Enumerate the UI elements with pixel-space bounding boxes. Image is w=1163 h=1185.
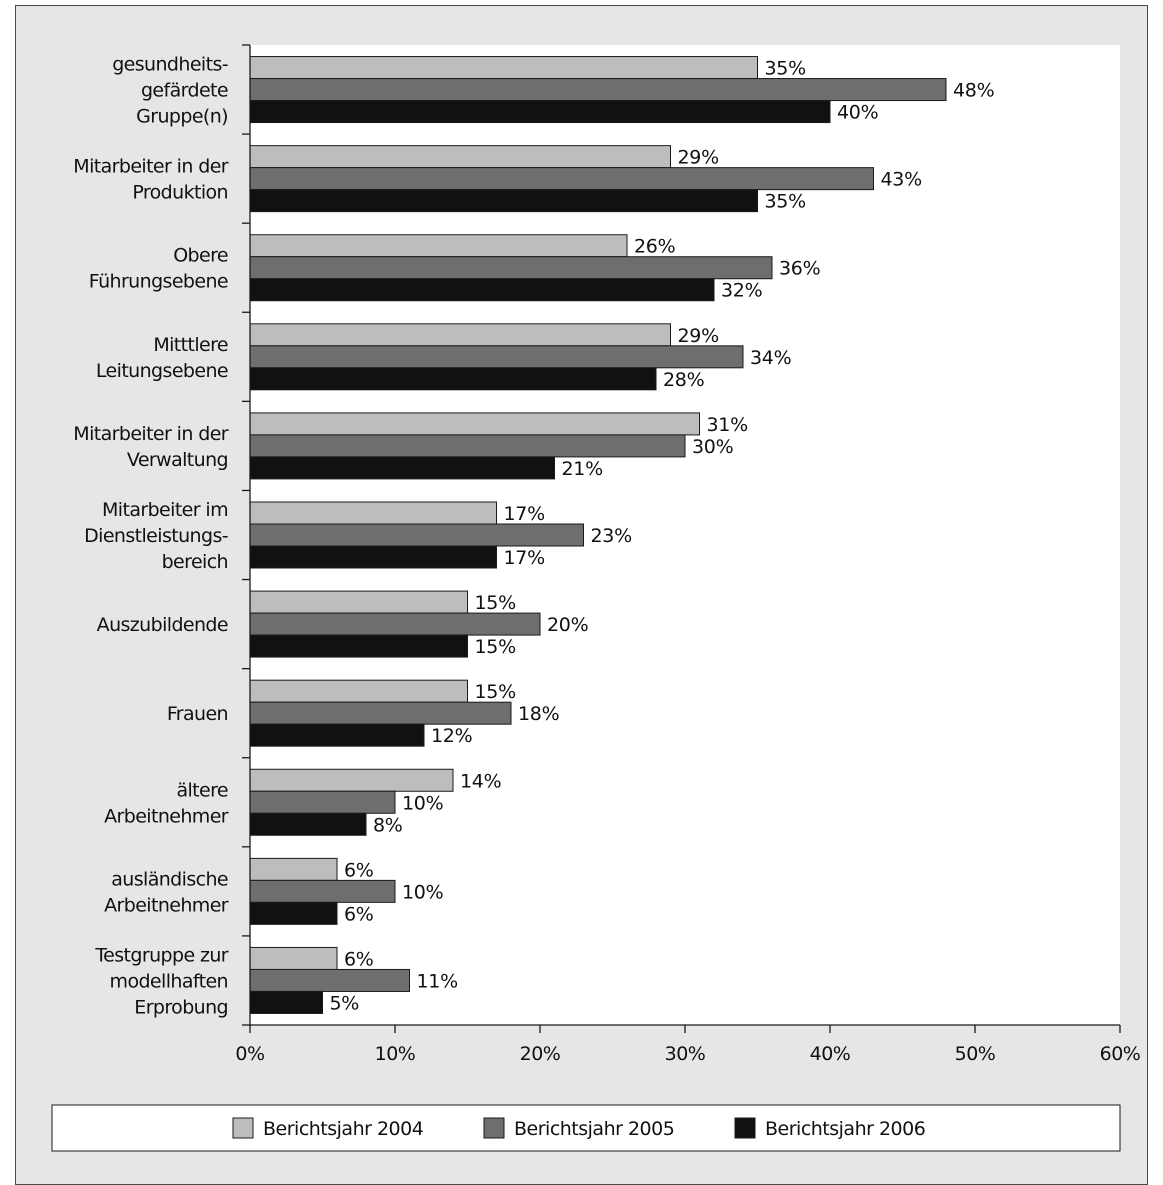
bar-1-7 (249, 590, 468, 614)
data-label-2-11: 11% (417, 970, 458, 992)
category-label-1: gesundheits-gefärdete Gruppe(n) (112, 54, 228, 128)
data-label-1-8: 15% (475, 681, 516, 703)
bar-1-9 (249, 768, 454, 792)
legend-label-2: Berichtsjahr 2005 (514, 1118, 674, 1140)
x-tick-label-1: 0% (235, 1043, 264, 1065)
bar-1-8 (249, 679, 468, 703)
bar-2-6 (249, 523, 584, 547)
data-label-2-8: 18% (518, 703, 559, 725)
data-label-2-1: 48% (953, 80, 994, 102)
data-label-1-2: 29% (678, 147, 719, 169)
data-label-1-7: 15% (475, 592, 516, 614)
data-label-2-9: 10% (402, 792, 443, 814)
data-label-2-5: 30% (692, 436, 733, 458)
bar-2-4 (249, 345, 744, 369)
category-label-5: Mitarbeiter in der Verwaltung (73, 423, 229, 471)
data-label-1-3: 26% (634, 236, 675, 258)
data-label-3-2: 35% (765, 191, 806, 213)
bar-1-3 (249, 234, 628, 258)
data-label-1-11: 6% (344, 948, 374, 970)
bar-2-8 (249, 701, 512, 725)
data-label-1-1: 35% (765, 58, 806, 80)
bar-1-11 (249, 946, 338, 970)
data-label-3-11: 5% (330, 992, 360, 1014)
bar-3-2 (249, 189, 758, 213)
legend-box (51, 1104, 1121, 1152)
bar-2-3 (249, 256, 773, 280)
bar-3-5 (249, 456, 555, 480)
category-label-4: Mitttlere Leitungsebene (96, 334, 228, 382)
data-label-1-9: 14% (460, 770, 501, 792)
x-tick-label-2: 10% (375, 1043, 416, 1065)
bar-3-10 (249, 901, 338, 925)
data-label-2-3: 36% (779, 258, 820, 280)
data-label-2-4: 34% (750, 347, 791, 369)
data-label-1-4: 29% (678, 325, 719, 347)
bar-3-9 (249, 812, 367, 836)
category-label-8: Frauen (167, 703, 228, 725)
bar-2-1 (249, 78, 947, 102)
bar-2-9 (249, 790, 396, 814)
bar-2-10 (249, 879, 396, 903)
bar-3-8 (249, 723, 425, 747)
data-label-3-4: 28% (663, 369, 704, 391)
bar-1-4 (249, 323, 671, 347)
bar-2-11 (249, 968, 410, 992)
legend-swatch-1 (232, 1117, 254, 1139)
data-label-3-10: 6% (344, 903, 374, 925)
data-label-2-10: 10% (402, 881, 443, 903)
data-label-3-5: 21% (562, 458, 603, 480)
bar-1-10 (249, 857, 338, 881)
data-label-3-9: 8% (373, 814, 403, 836)
category-label-10: ausländische Arbeitnehmer (104, 868, 229, 916)
bar-1-2 (249, 145, 671, 169)
bar-3-4 (249, 367, 657, 391)
x-tick-label-5: 40% (810, 1043, 851, 1065)
x-tick-label-4: 30% (665, 1043, 706, 1065)
x-tick-label-7: 60% (1100, 1043, 1141, 1065)
legend-label-3: Berichtsjahr 2006 (765, 1118, 925, 1140)
x-tick-label-6: 50% (955, 1043, 996, 1065)
category-label-6: Mitarbeiter im Dienstleistungs-bereich (84, 499, 228, 573)
bar-2-5 (249, 434, 686, 458)
legend-swatch-2 (483, 1117, 505, 1139)
legend-label-1: Berichtsjahr 2004 (263, 1118, 424, 1140)
data-label-1-5: 31% (707, 414, 748, 436)
category-label-9: ältere Arbeitnehmer (104, 779, 229, 827)
data-label-1-10: 6% (344, 859, 374, 881)
bar-2-2 (249, 167, 874, 191)
bar-1-1 (249, 56, 758, 80)
bar-3-3 (249, 278, 715, 302)
data-label-2-7: 20% (547, 614, 588, 636)
data-label-3-7: 15% (475, 636, 516, 658)
legend-swatch-3 (734, 1117, 756, 1139)
bar-3-11 (249, 990, 323, 1014)
data-label-2-2: 43% (881, 169, 922, 191)
data-label-1-6: 17% (504, 503, 545, 525)
bar-1-5 (249, 412, 700, 436)
bar-3-1 (249, 100, 831, 124)
bar-3-6 (249, 545, 497, 569)
category-label-7: Auszubildende (97, 614, 228, 636)
data-label-3-8: 12% (431, 725, 472, 747)
bar-1-6 (249, 501, 497, 525)
category-label-11: Testgruppe zur modellhaften Erprobung (94, 944, 228, 1018)
x-tick-label-3: 20% (520, 1043, 561, 1065)
category-label-2: Mitarbeiter in der Produktion (73, 156, 229, 204)
data-label-3-6: 17% (504, 547, 545, 569)
bar-2-7 (249, 612, 541, 636)
data-label-3-1: 40% (837, 102, 878, 124)
data-label-3-3: 32% (721, 280, 762, 302)
category-label-3: Obere Führungsebene (89, 245, 228, 293)
bar-3-7 (249, 634, 468, 658)
data-label-2-6: 23% (591, 525, 632, 547)
